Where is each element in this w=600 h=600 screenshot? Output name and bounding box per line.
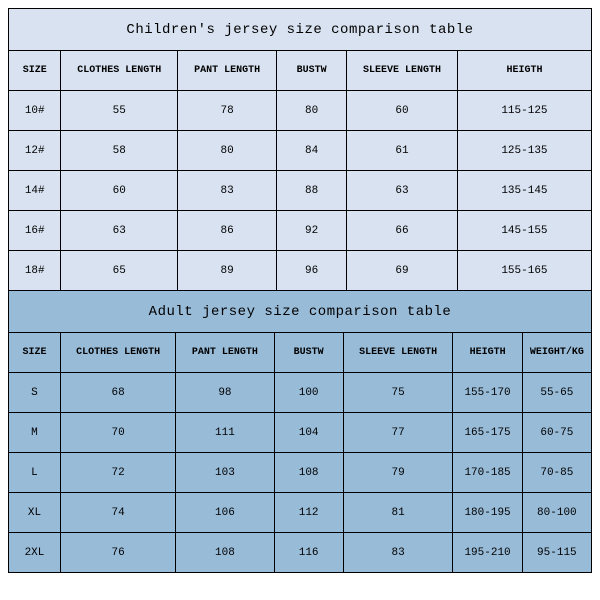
table-cell: 96 (277, 251, 347, 291)
children-header-row: SIZECLOTHES LENGTHPANT LENGTHBUSTWSLEEVE… (9, 51, 592, 91)
table-cell: 155-170 (453, 373, 522, 413)
children-title-row: Children's jersey size comparison table (9, 9, 592, 51)
table-row: XL7410611281180-19580-100 (9, 493, 592, 533)
table-row: 12#58808461125-135 (9, 131, 592, 171)
table-row: 14#60838863135-145 (9, 171, 592, 211)
table-cell: 108 (274, 453, 343, 493)
table-cell: 60 (61, 171, 178, 211)
table-cell: 80-100 (522, 493, 591, 533)
table-row: 18#65899669155-165 (9, 251, 592, 291)
table-cell: 111 (176, 413, 274, 453)
table-cell: XL (9, 493, 61, 533)
table-cell: L (9, 453, 61, 493)
column-header: HEIGTH (453, 333, 522, 373)
column-header: WEIGHT/KG (522, 333, 591, 373)
table-cell: 86 (178, 211, 277, 251)
table-cell: 84 (277, 131, 347, 171)
children-title: Children's jersey size comparison table (9, 9, 592, 51)
adult-header-row: SIZECLOTHES LENGTHPANT LENGTHBUSTWSLEEVE… (9, 333, 592, 373)
column-header: CLOTHES LENGTH (61, 51, 178, 91)
table-cell: 155-165 (457, 251, 591, 291)
table-cell: 74 (60, 493, 175, 533)
table-cell: 72 (60, 453, 175, 493)
table-cell: 63 (61, 211, 178, 251)
table-cell: 89 (178, 251, 277, 291)
table-cell: 116 (274, 533, 343, 573)
table-cell: 69 (347, 251, 458, 291)
table-row: 10#55788060115-125 (9, 91, 592, 131)
table-cell: 61 (347, 131, 458, 171)
table-cell: 2XL (9, 533, 61, 573)
table-cell: 16# (9, 211, 61, 251)
table-cell: 75 (343, 373, 453, 413)
table-row: 2XL7610811683195-21095-115 (9, 533, 592, 573)
table-cell: 170-185 (453, 453, 522, 493)
table-cell: 60 (347, 91, 458, 131)
table-cell: 95-115 (522, 533, 591, 573)
table-cell: 106 (176, 493, 274, 533)
table-cell: 195-210 (453, 533, 522, 573)
column-header: SIZE (9, 51, 61, 91)
table-cell: 88 (277, 171, 347, 211)
table-cell: 77 (343, 413, 453, 453)
table-cell: 83 (178, 171, 277, 211)
table-cell: 79 (343, 453, 453, 493)
table-cell: 78 (178, 91, 277, 131)
table-cell: 70-85 (522, 453, 591, 493)
column-header: PANT LENGTH (176, 333, 274, 373)
table-cell: 18# (9, 251, 61, 291)
table-cell: 115-125 (457, 91, 591, 131)
table-cell: 125-135 (457, 131, 591, 171)
adult-title: Adult jersey size comparison table (9, 291, 592, 333)
children-size-table: Children's jersey size comparison table … (8, 8, 592, 291)
table-cell: 165-175 (453, 413, 522, 453)
table-cell: 60-75 (522, 413, 591, 453)
table-cell: 10# (9, 91, 61, 131)
table-cell: 14# (9, 171, 61, 211)
table-cell: 76 (60, 533, 175, 573)
table-cell: 92 (277, 211, 347, 251)
table-cell: 80 (178, 131, 277, 171)
table-row: M7011110477165-17560-75 (9, 413, 592, 453)
table-cell: 103 (176, 453, 274, 493)
table-row: 16#63869266145-155 (9, 211, 592, 251)
adult-size-table: Adult jersey size comparison table SIZEC… (8, 290, 592, 573)
table-cell: 68 (60, 373, 175, 413)
table-cell: 104 (274, 413, 343, 453)
table-cell: S (9, 373, 61, 413)
table-cell: 98 (176, 373, 274, 413)
table-cell: 108 (176, 533, 274, 573)
table-cell: 66 (347, 211, 458, 251)
column-header: CLOTHES LENGTH (60, 333, 175, 373)
column-header: BUSTW (277, 51, 347, 91)
adult-title-row: Adult jersey size comparison table (9, 291, 592, 333)
table-cell: 80 (277, 91, 347, 131)
table-cell: 55-65 (522, 373, 591, 413)
table-cell: 81 (343, 493, 453, 533)
table-cell: 180-195 (453, 493, 522, 533)
table-cell: 100 (274, 373, 343, 413)
column-header: SLEEVE LENGTH (347, 51, 458, 91)
column-header: HEIGTH (457, 51, 591, 91)
column-header: SLEEVE LENGTH (343, 333, 453, 373)
table-row: S689810075155-17055-65 (9, 373, 592, 413)
table-cell: 55 (61, 91, 178, 131)
table-cell: 112 (274, 493, 343, 533)
table-cell: 135-145 (457, 171, 591, 211)
column-header: SIZE (9, 333, 61, 373)
column-header: BUSTW (274, 333, 343, 373)
column-header: PANT LENGTH (178, 51, 277, 91)
table-cell: 83 (343, 533, 453, 573)
table-cell: 58 (61, 131, 178, 171)
table-cell: 145-155 (457, 211, 591, 251)
table-cell: 12# (9, 131, 61, 171)
table-cell: 65 (61, 251, 178, 291)
table-row: L7210310879170-18570-85 (9, 453, 592, 493)
table-cell: 70 (60, 413, 175, 453)
table-cell: 63 (347, 171, 458, 211)
table-cell: M (9, 413, 61, 453)
